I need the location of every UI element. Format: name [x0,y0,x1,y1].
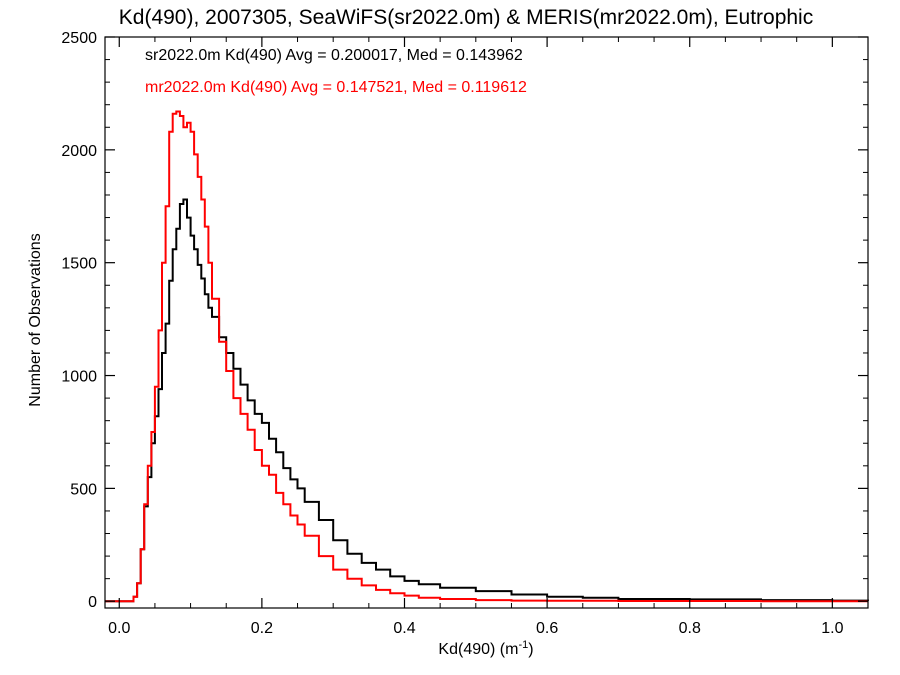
x-axis-label: Kd(490) (m-1) [438,639,533,658]
legend-entry-sr2022: sr2022.0m Kd(490) Avg = 0.200017, Med = … [145,47,523,64]
x-tick-label: 0.4 [393,620,415,637]
legend: sr2022.0m Kd(490) Avg = 0.200017, Med = … [145,47,527,96]
y-axis-label: Number of Observations [27,233,44,406]
x-tick-label: 1.0 [821,620,843,637]
x-tick-label: 0.2 [251,620,273,637]
x-tick-label: 0.8 [679,620,701,637]
series-line-0 [105,198,869,603]
x-tick-label: 0.0 [108,620,130,637]
x-tick-label: 0.6 [536,620,558,637]
legend-entry-mr2022: mr2022.0m Kd(490) Avg = 0.147521, Med = … [145,79,527,96]
series-line-1 [105,110,868,603]
x-axis-label-main: Kd(490) (m [438,641,518,658]
y-tick-label: 1000 [61,369,97,386]
y-tick-label: 0 [88,594,97,611]
y-tick-label: 1500 [61,256,97,273]
x-axis-label-superscript: -1 [518,639,528,651]
y-tick-label: 500 [70,481,97,498]
chart-title: Kd(490), 2007305, SeaWiFS(sr2022.0m) & M… [119,6,813,29]
x-axis-ticks: 0.0 0.2 0.4 0.6 0.8 1.0 [108,37,869,637]
plot-frame [104,36,869,609]
y-tick-label: 2500 [61,30,97,47]
x-axis-label-end: ) [528,641,533,658]
y-axis-ticks: 0 500 1000 1500 2000 2500 [61,30,868,611]
y-tick-label: 2000 [61,143,97,160]
series-layer [105,110,869,603]
